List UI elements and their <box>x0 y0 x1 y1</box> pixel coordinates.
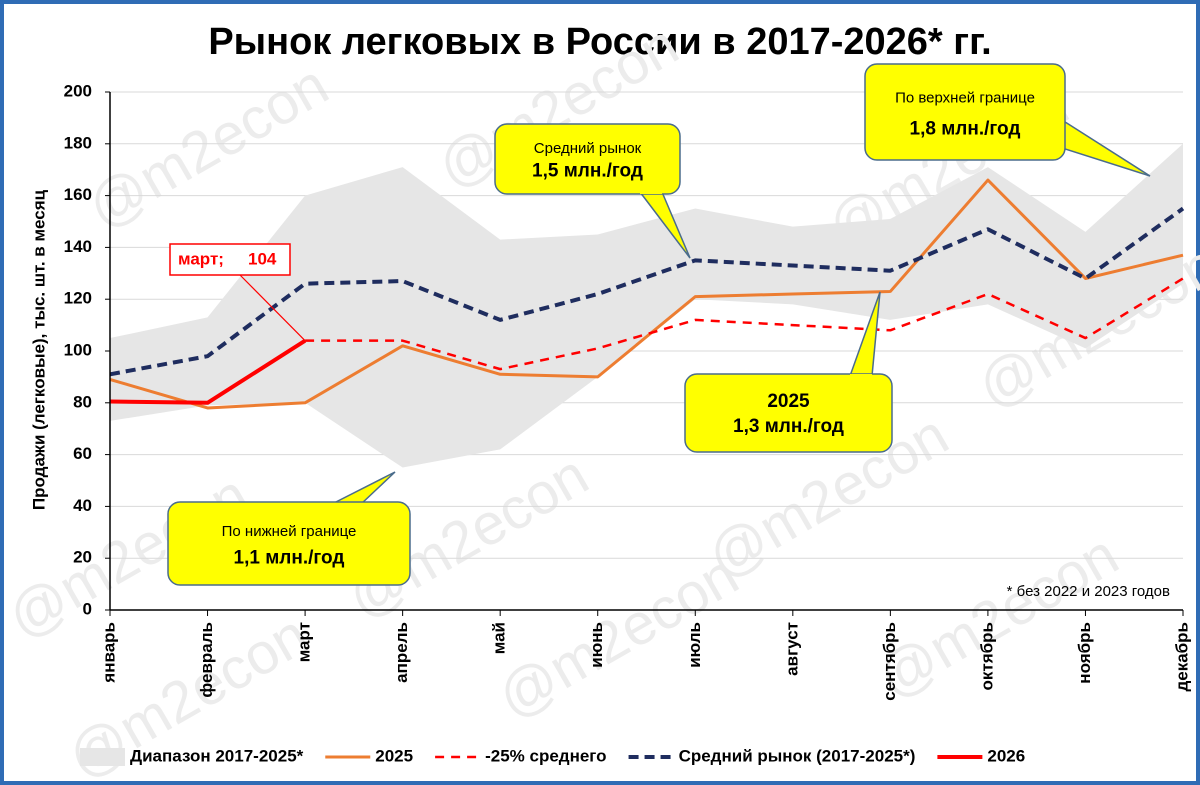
callout-box <box>494 123 681 195</box>
x-tick-label: октябрь <box>977 622 996 690</box>
point-label: 104 <box>248 249 277 268</box>
callout-text: 1,8 млн./год <box>910 118 1021 139</box>
x-tick-label: июнь <box>587 622 606 668</box>
chart-title: Рынок легковых в России в 2017-2026* гг. <box>208 21 991 63</box>
callout-title: По верхней границе <box>895 90 1035 107</box>
y-tick-label: 180 <box>64 133 92 152</box>
callout-box <box>684 373 893 453</box>
callout-title: 2025 <box>767 391 810 412</box>
callout-text: 1,1 млн./год <box>234 547 345 568</box>
y-tick-label: 140 <box>64 237 92 256</box>
y-axis-label: Продажи (легковые), тыс. шт. в месяц <box>29 189 48 510</box>
x-tick-label: январь <box>99 622 118 684</box>
series-line <box>109 178 1184 410</box>
point-label-box <box>169 243 291 276</box>
legend-label: 2026 <box>987 746 1025 765</box>
footnote: * без 2022 и 2023 годов <box>1007 583 1170 600</box>
x-tick-label: август <box>782 622 801 676</box>
legend-label: Средний рынок (2017-2025*) <box>679 746 916 765</box>
y-tick-label: 40 <box>73 496 92 515</box>
y-tick-label: 120 <box>64 289 92 308</box>
label-leader <box>239 274 306 342</box>
series-line <box>305 277 1184 371</box>
callout-box <box>864 63 1066 161</box>
legend-label: 2025 <box>375 746 413 765</box>
x-tick-label: декабрь <box>1172 622 1191 692</box>
y-tick-label: 20 <box>73 548 92 567</box>
y-tick-label: 60 <box>73 444 92 463</box>
x-tick-label: сентябрь <box>880 622 899 701</box>
legend-label: Диапазон 2017-2025* <box>130 746 304 765</box>
point-label-prefix: март; <box>178 249 224 268</box>
x-tick-label: март <box>295 622 314 662</box>
x-tick-label: ноябрь <box>1075 622 1094 684</box>
x-tick-label: май <box>490 622 509 654</box>
legend-swatch <box>80 748 125 766</box>
legend-label: -25% среднего <box>485 746 606 765</box>
callout-title: По нижней границе <box>222 523 357 540</box>
callout-title: Средний рынок <box>534 140 642 157</box>
callout-text: 1,5 млн./год <box>532 161 643 182</box>
y-tick-label: 100 <box>64 340 92 359</box>
y-tick-label: 160 <box>64 185 92 204</box>
y-tick-label: 80 <box>73 392 92 411</box>
y-tick-label: 200 <box>64 81 92 100</box>
y-tick-label: 0 <box>83 599 92 618</box>
range-band <box>110 143 1183 468</box>
x-tick-label: июль <box>685 622 704 668</box>
series-line <box>109 338 307 405</box>
x-tick-label: апрель <box>392 622 411 683</box>
callout-text: 1,3 млн./год <box>733 416 844 437</box>
series-line <box>109 206 1185 377</box>
callout-box <box>167 501 411 586</box>
x-tick-label: февраль <box>197 622 216 698</box>
